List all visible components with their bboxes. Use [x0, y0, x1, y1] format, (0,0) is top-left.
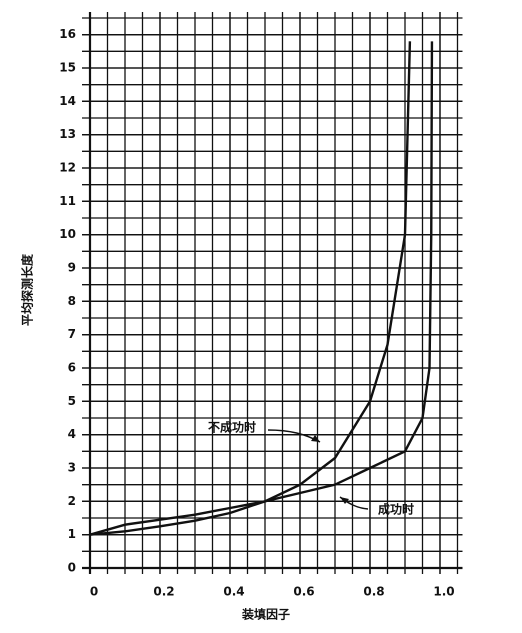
y-tick-label: 5 [68, 394, 76, 408]
x-tick-label: 0.4 [223, 585, 244, 599]
y-tick-label: 14 [59, 94, 76, 108]
y-tick-label: 13 [59, 127, 76, 141]
annotation-arrow-head [340, 497, 349, 504]
y-tick-label: 7 [68, 327, 76, 341]
line-series [89, 41, 434, 536]
x-tick-label: 1.0 [433, 585, 454, 599]
x-tick-label: 0.6 [293, 585, 314, 599]
annotation: 成功时 [378, 502, 414, 517]
annotation: 不成功时 [208, 420, 256, 435]
y-tick-label: 6 [68, 361, 76, 375]
y-tick-label: 11 [59, 194, 76, 208]
y-tick-label: 2 [68, 494, 76, 508]
y-tick-label: 0 [68, 561, 76, 575]
y-tick-label: 4 [68, 427, 76, 441]
x-tick-label: 0.8 [363, 585, 384, 599]
y-tick-label: 12 [59, 161, 76, 175]
x-tick-label: 0 [90, 585, 98, 599]
y-tick-label: 16 [59, 27, 76, 41]
y-tick-label: 9 [68, 261, 76, 275]
y-tick-label: 10 [59, 227, 76, 241]
y-tick-label: 1 [68, 527, 76, 541]
y-tick-label: 3 [68, 461, 76, 475]
x-tick-label: 0.2 [153, 585, 174, 599]
x-axis-label: 装填因子 [241, 607, 290, 622]
y-tick-label: 15 [59, 61, 76, 75]
line-series [89, 41, 412, 536]
y-axis-label: 平均探测长度 [20, 253, 35, 326]
y-tick-label: 8 [68, 294, 76, 308]
